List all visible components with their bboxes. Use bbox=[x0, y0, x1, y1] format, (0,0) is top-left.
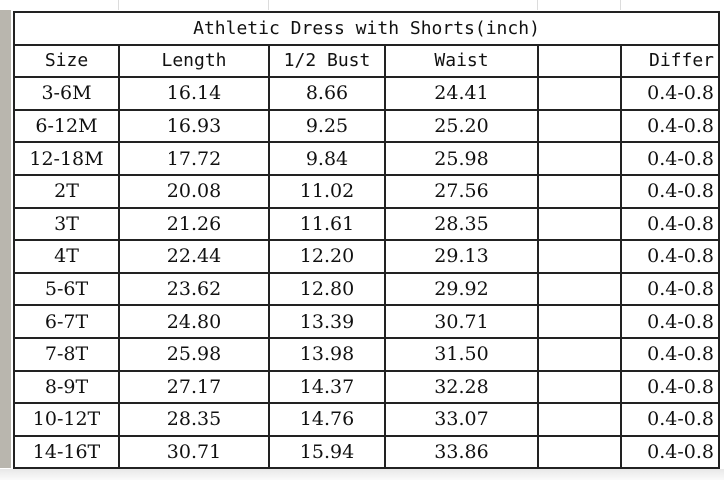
header-size: Size bbox=[13, 43, 120, 79]
cell-waist: 32.28 bbox=[384, 369, 539, 405]
cell-length: 25.98 bbox=[118, 336, 270, 372]
cell-waist: 29.92 bbox=[384, 271, 539, 307]
cell-waist: 29.13 bbox=[384, 239, 539, 274]
cell-bust: 13.98 bbox=[268, 336, 386, 372]
cell-bust: 13.39 bbox=[268, 304, 386, 339]
cell-differ: 0.4-0.8 bbox=[619, 271, 721, 307]
cell-size: 6-12M bbox=[13, 108, 120, 144]
table-row: 6-12M 16.93 9.25 25.20 0.4-0.8 bbox=[13, 108, 721, 144]
table-row: 2T 20.08 11.02 27.56 0.4-0.8 bbox=[13, 173, 721, 209]
cell-waist: 27.56 bbox=[384, 173, 539, 209]
cell-size: 7-8T bbox=[13, 336, 120, 372]
cell-differ: 0.4-0.8 bbox=[619, 206, 721, 242]
table-row: 4T 22.44 12.20 29.13 0.4-0.8 bbox=[13, 239, 721, 274]
cell-differ: 0.4-0.8 bbox=[619, 239, 721, 274]
size-chart-table: Athletic Dress with Shorts(inch) Size Le… bbox=[12, 11, 721, 470]
cell-length: 27.17 bbox=[118, 369, 270, 405]
cell-differ: 0.4-0.8 bbox=[619, 369, 721, 405]
cell-size: 12-18M bbox=[13, 141, 120, 176]
cell-size: 5-6T bbox=[13, 271, 120, 307]
cell-empty bbox=[537, 434, 622, 470]
header-length: Length bbox=[118, 43, 270, 79]
cell-differ: 0.4-0.8 bbox=[619, 402, 721, 437]
table-row: 12-18M 17.72 9.84 25.98 0.4-0.8 bbox=[13, 141, 721, 176]
cell-size: 10-12T bbox=[13, 402, 120, 437]
cell-bust: 8.66 bbox=[268, 76, 386, 111]
cell-waist: 30.71 bbox=[384, 304, 539, 339]
cell-waist: 24.41 bbox=[384, 76, 539, 111]
cell-empty bbox=[537, 141, 622, 176]
cell-bust: 11.02 bbox=[268, 173, 386, 209]
cell-empty bbox=[537, 369, 622, 405]
cell-length: 23.62 bbox=[118, 271, 270, 307]
cell-waist: 31.50 bbox=[384, 336, 539, 372]
cell-empty bbox=[537, 76, 622, 111]
header-row: Size Length 1/2 Bust Waist Differ bbox=[13, 43, 721, 79]
cell-size: 8-9T bbox=[13, 369, 120, 405]
cell-empty bbox=[537, 402, 622, 437]
cell-bust: 9.25 bbox=[268, 108, 386, 144]
cell-empty bbox=[537, 304, 622, 339]
cell-size: 2T bbox=[13, 173, 120, 209]
header-differ: Differ bbox=[619, 43, 721, 79]
cell-length: 17.72 bbox=[118, 141, 270, 176]
cell-waist: 28.35 bbox=[384, 206, 539, 242]
cell-waist: 25.98 bbox=[384, 141, 539, 176]
cell-waist: 33.07 bbox=[384, 402, 539, 437]
cell-length: 28.35 bbox=[118, 402, 270, 437]
cell-length: 30.71 bbox=[118, 434, 270, 470]
cell-bust: 12.80 bbox=[268, 271, 386, 307]
cell-empty bbox=[537, 336, 622, 372]
cell-differ: 0.4-0.8 bbox=[619, 108, 721, 144]
bottom-edge bbox=[0, 469, 724, 480]
cell-length: 22.44 bbox=[118, 239, 270, 274]
cell-differ: 0.4-0.8 bbox=[619, 76, 721, 111]
table-row: 6-7T 24.80 13.39 30.71 0.4-0.8 bbox=[13, 304, 721, 339]
cell-bust: 14.76 bbox=[268, 402, 386, 437]
header-bust: 1/2 Bust bbox=[268, 43, 386, 79]
cell-bust: 15.94 bbox=[268, 434, 386, 470]
sheet-gridline bbox=[118, 0, 119, 10]
cell-bust: 9.84 bbox=[268, 141, 386, 176]
cell-empty bbox=[537, 271, 622, 307]
cell-size: 14-16T bbox=[13, 434, 120, 470]
cell-differ: 0.4-0.8 bbox=[619, 304, 721, 339]
cell-differ: 0.4-0.8 bbox=[619, 141, 721, 176]
cell-empty bbox=[537, 108, 622, 144]
table-row: 7-8T 25.98 13.98 31.50 0.4-0.8 bbox=[13, 336, 721, 372]
cell-bust: 11.61 bbox=[268, 206, 386, 242]
cell-length: 16.93 bbox=[118, 108, 270, 144]
cell-differ: 0.4-0.8 bbox=[619, 336, 721, 372]
cell-length: 21.26 bbox=[118, 206, 270, 242]
cell-size: 3T bbox=[13, 206, 120, 242]
cell-bust: 12.20 bbox=[268, 239, 386, 274]
cell-empty bbox=[537, 173, 622, 209]
cell-empty bbox=[537, 206, 622, 242]
table-row: 14-16T 30.71 15.94 33.86 0.4-0.8 bbox=[13, 434, 721, 470]
cell-differ: 0.4-0.8 bbox=[619, 173, 721, 209]
table-row: 8-9T 27.17 14.37 32.28 0.4-0.8 bbox=[13, 369, 721, 405]
sheet-gridline bbox=[268, 0, 269, 10]
sheet-gridline bbox=[537, 0, 538, 10]
cell-length: 20.08 bbox=[118, 173, 270, 209]
cell-length: 16.14 bbox=[118, 76, 270, 111]
table-row: 3T 21.26 11.61 28.35 0.4-0.8 bbox=[13, 206, 721, 242]
header-waist: Waist bbox=[384, 43, 539, 79]
table-title: Athletic Dress with Shorts(inch) bbox=[12, 11, 721, 46]
cell-size: 4T bbox=[13, 239, 120, 274]
cell-bust: 14.37 bbox=[268, 369, 386, 405]
cell-waist: 25.20 bbox=[384, 108, 539, 144]
sheet-gridline bbox=[620, 0, 621, 10]
table-row: 10-12T 28.35 14.76 33.07 0.4-0.8 bbox=[13, 402, 721, 437]
cell-length: 24.80 bbox=[118, 304, 270, 339]
cell-size: 3-6M bbox=[13, 76, 120, 111]
cell-empty bbox=[537, 239, 622, 274]
table-row: 3-6M 16.14 8.66 24.41 0.4-0.8 bbox=[13, 76, 721, 111]
cell-waist: 33.86 bbox=[384, 434, 539, 470]
table-row: 5-6T 23.62 12.80 29.92 0.4-0.8 bbox=[13, 271, 721, 307]
header-empty bbox=[537, 43, 622, 79]
cell-differ: 0.4-0.8 bbox=[619, 434, 721, 470]
left-background-strip bbox=[0, 10, 11, 468]
cell-size: 6-7T bbox=[13, 304, 120, 339]
